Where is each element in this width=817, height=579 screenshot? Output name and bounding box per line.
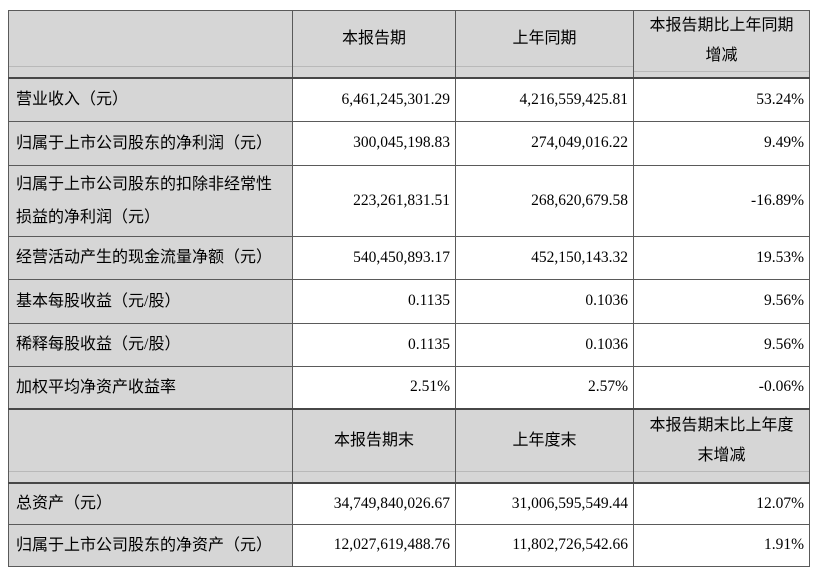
column-header-period-change-line1: 本报告期比上年同期 (649, 17, 794, 34)
header-divider-line (9, 66, 292, 76)
row-label: 归属于上市公司股东的净利润（元） (8, 120, 293, 166)
column-header-current-period: 本报告期 (292, 10, 456, 79)
column-header-prior-period-label: 上年同期 (512, 29, 577, 47)
row-label: 归属于上市公司股东的净资产（元） (8, 523, 293, 567)
header-divider-line (634, 471, 809, 481)
table-row-total-assets: 总资产（元） 34,749,840,026.67 31,006,595,549.… (8, 482, 810, 525)
row-label: 营业收入（元） (8, 77, 293, 122)
row-label: 归属于上市公司股东的扣除非经常性损益的净利润（元） (8, 164, 293, 237)
change-percent-value: 12.07% (633, 482, 810, 525)
table-row-net-profit: 归属于上市公司股东的净利润（元） 300,045,198.83 274,049,… (8, 120, 810, 166)
report-page: 本报告期 上年同期 本报告期比上年同期 增减 (8, 10, 810, 567)
current-period-value: 540,450,893.17 (292, 235, 456, 280)
change-percent-value: -0.06% (633, 365, 810, 410)
column-header-period-change: 本报告期比上年同期 增减 (633, 10, 810, 79)
column-header-period-change-line2: 增减 (705, 47, 738, 64)
row-label: 总资产（元） (8, 482, 293, 525)
table-row-weighted-avg-roe: 加权平均净资产收益率 2.51% 2.57% -0.06% (8, 365, 810, 410)
change-percent-value: 9.49% (633, 120, 810, 166)
period-header-corner-cell (8, 10, 293, 79)
change-percent-value: 1.91% (633, 523, 810, 567)
column-header-yearend-change-line1: 本报告期末比上年度 (649, 416, 794, 434)
column-header-prior-period: 上年同期 (455, 10, 634, 79)
prior-period-value: 4,216,559,425.81 (455, 77, 634, 122)
header-divider-line (634, 71, 809, 76)
column-header-current-period-label: 本报告期 (341, 29, 406, 47)
prior-year-end-value: 31,006,595,549.44 (455, 482, 634, 525)
prior-period-value: 452,150,143.32 (455, 235, 634, 280)
row-label: 稀释每股收益（元/股） (8, 322, 293, 367)
table-row-basic-eps: 基本每股收益（元/股） 0.1135 0.1036 9.56% (8, 278, 810, 324)
current-period-value: 6,461,245,301.29 (292, 77, 456, 122)
financial-summary-table: 本报告期 上年同期 本报告期比上年同期 增减 (8, 10, 810, 567)
row-label: 经营活动产生的现金流量净额（元） (8, 235, 293, 280)
current-period-value: 2.51% (292, 365, 456, 410)
change-percent-value: 9.56% (633, 322, 810, 367)
prior-period-value: 268,620,679.58 (455, 164, 634, 237)
row-label: 基本每股收益（元/股） (8, 278, 293, 324)
change-percent-value: -16.89% (633, 164, 810, 237)
period-header-row: 本报告期 上年同期 本报告期比上年同期 增减 (8, 10, 810, 79)
prior-year-end-value: 11,802,726,542.66 (455, 523, 634, 567)
table-row-operating-revenue: 营业收入（元） 6,461,245,301.29 4,216,559,425.8… (8, 77, 810, 122)
change-percent-value: 9.56% (633, 278, 810, 324)
yearend-header-row: 本报告期末 上年度末 本报告期末比上年度 末增减 (8, 408, 810, 484)
prior-period-value: 274,049,016.22 (455, 120, 634, 166)
table-row-operating-cash-flow: 经营活动产生的现金流量净额（元） 540,450,893.17 452,150,… (8, 235, 810, 280)
table-row-net-profit-excl-nonrecurring: 归属于上市公司股东的扣除非经常性损益的净利润（元） 223,261,831.51… (8, 164, 810, 237)
header-divider-line (293, 471, 455, 481)
row-label: 加权平均净资产收益率 (8, 365, 293, 410)
current-period-value: 0.1135 (292, 322, 456, 367)
change-percent-value: 19.53% (633, 235, 810, 280)
current-period-value: 0.1135 (292, 278, 456, 324)
current-period-value: 223,261,831.51 (292, 164, 456, 237)
change-percent-value: 53.24% (633, 77, 810, 122)
current-period-end-value: 12,027,619,488.76 (292, 523, 456, 567)
column-header-yearend-change: 本报告期末比上年度 末增减 (633, 408, 810, 484)
column-header-yearend-change-line2: 末增减 (697, 446, 746, 464)
prior-period-value: 2.57% (455, 365, 634, 410)
header-divider-line (456, 471, 633, 481)
current-period-end-value: 34,749,840,026.67 (292, 482, 456, 525)
table-row-net-assets: 归属于上市公司股东的净资产（元） 12,027,619,488.76 11,80… (8, 523, 810, 567)
header-divider-line (293, 66, 455, 76)
column-header-current-period-end-label: 本报告期末 (333, 431, 414, 449)
header-divider-line (9, 471, 292, 481)
prior-period-value: 0.1036 (455, 322, 634, 367)
yearend-header-corner-cell (8, 408, 293, 484)
prior-period-value: 0.1036 (455, 278, 634, 324)
column-header-current-period-end: 本报告期末 (292, 408, 456, 484)
column-header-prior-year-end-label: 上年度末 (512, 431, 577, 449)
column-header-prior-year-end: 上年度末 (455, 408, 634, 484)
table-row-diluted-eps: 稀释每股收益（元/股） 0.1135 0.1036 9.56% (8, 322, 810, 367)
header-divider-line (456, 66, 633, 76)
current-period-value: 300,045,198.83 (292, 120, 456, 166)
